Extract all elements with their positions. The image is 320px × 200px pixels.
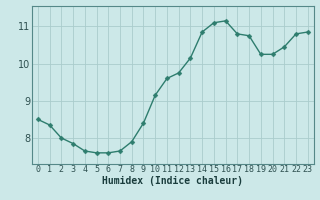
X-axis label: Humidex (Indice chaleur): Humidex (Indice chaleur): [102, 176, 243, 186]
